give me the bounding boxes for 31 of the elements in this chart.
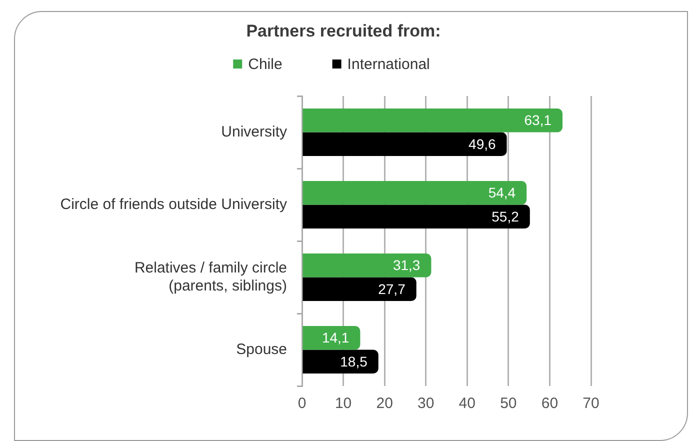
x-tick-label: 10 [334,395,352,412]
y-tick-label: University [221,123,288,140]
bar [302,108,563,132]
x-tick-label: 60 [541,395,558,412]
data-label: 54,4 [488,184,516,201]
data-label: 63,1 [524,112,552,128]
data-label: 31,3 [392,257,420,274]
y-tick-label: Spouse [236,340,287,358]
y-tick-label: Relatives / family circle (parents, siblings) [134,259,287,294]
data-label: 49,6 [468,136,496,152]
chart-title: Partners recruited from: [246,22,441,41]
legend-label: Chile [248,56,282,74]
data-label: 27,7 [378,280,406,297]
bar [302,277,416,301]
x-tick-label: 50 [500,395,517,412]
bar [302,254,432,278]
bar [302,181,527,205]
x-tick-label: 30 [418,395,434,412]
data-label: 14,1 [322,330,350,346]
x-tick-label: 0 [298,395,306,412]
bar [302,132,507,156]
x-tick-label: 70 [582,395,600,412]
bar [302,326,360,350]
data-label: 55,2 [492,208,520,224]
bar [302,350,378,374]
data-label: 18,5 [340,353,368,370]
x-tick-label: 20 [376,395,393,412]
x-tick-label: 40 [458,395,476,412]
legend-label: International [347,56,430,74]
y-tick-label: Circle of friends outside University [60,196,288,213]
bar [302,204,530,228]
